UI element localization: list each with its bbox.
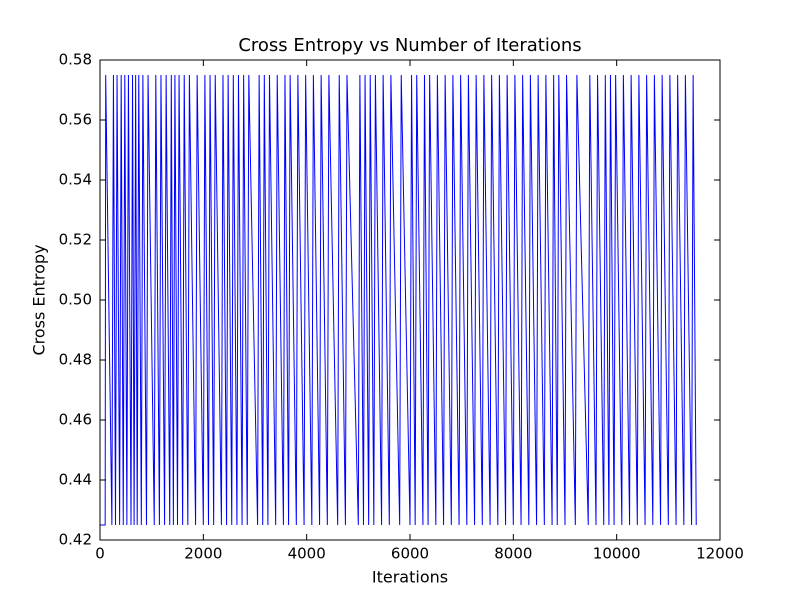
y-tick-label: 0.52: [59, 231, 92, 249]
x-tick-label: 4000: [288, 545, 326, 563]
x-axis-label: Iterations: [372, 568, 448, 587]
x-tick-label: 8000: [494, 545, 532, 563]
y-tick-label: 0.50: [59, 291, 92, 309]
y-axis-label: Cross Entropy: [30, 244, 49, 355]
y-tick-label: 0.56: [59, 111, 92, 129]
x-tick-label: 2000: [184, 545, 222, 563]
plot-frame: [99, 59, 721, 541]
x-tick-label: 10000: [593, 545, 641, 563]
y-tick-label: 0.58: [59, 51, 92, 69]
x-tick-label: 0: [95, 545, 105, 563]
data-line: [100, 74, 697, 526]
y-tick-label: 0.42: [59, 531, 92, 549]
x-tick-label: 6000: [391, 545, 429, 563]
y-tick-label: 0.44: [59, 471, 92, 489]
y-tick-label: 0.48: [59, 351, 92, 369]
chart-title: Cross Entropy vs Number of Iterations: [238, 35, 581, 56]
y-tick-label: 0.54: [59, 171, 92, 189]
x-tick-label: 12000: [696, 545, 744, 563]
y-tick-label: 0.46: [59, 411, 92, 429]
